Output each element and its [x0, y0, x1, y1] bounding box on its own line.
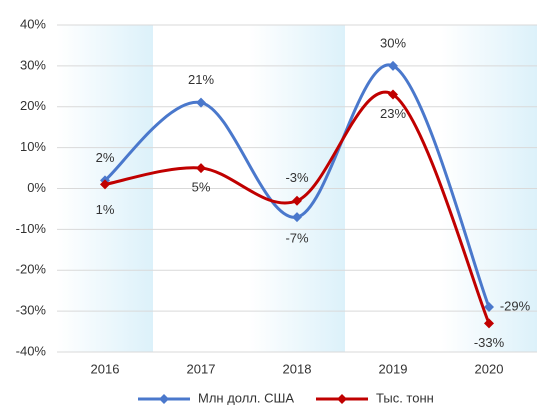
y-tick-label: -30% — [16, 303, 47, 318]
x-tick-label: 2020 — [475, 361, 504, 376]
marker — [484, 318, 494, 329]
y-tick-label: 30% — [20, 57, 46, 72]
x-tick-label: 2019 — [379, 361, 408, 376]
data-label: -7% — [285, 231, 309, 246]
data-label: 1% — [96, 202, 115, 217]
y-tick-label: -40% — [16, 343, 47, 358]
legend-label: Тыс. тонн — [376, 390, 434, 405]
marker — [388, 89, 398, 100]
legend-label: Млн долл. США — [198, 390, 294, 405]
marker — [292, 195, 302, 206]
y-tick-label: -10% — [16, 221, 47, 236]
marker — [100, 179, 110, 190]
marker — [388, 60, 398, 71]
y-tick-label: 40% — [20, 16, 46, 31]
data-label: 21% — [188, 72, 214, 87]
marker — [196, 163, 206, 174]
marker — [484, 302, 494, 313]
x-tick-label: 2016 — [91, 361, 120, 376]
legend-marker — [337, 394, 347, 404]
series-line — [104, 90, 491, 324]
legend-marker — [159, 394, 169, 404]
data-label: 23% — [380, 106, 406, 121]
marker — [196, 97, 206, 108]
marker — [292, 212, 302, 223]
y-tick-label: 20% — [20, 98, 46, 113]
data-label: -33% — [474, 335, 505, 350]
x-tick-label: 2018 — [283, 361, 312, 376]
y-tick-label: -20% — [16, 262, 47, 277]
data-label: 5% — [192, 180, 211, 195]
y-tick-label: 10% — [20, 139, 46, 154]
data-label: 30% — [380, 35, 406, 50]
data-label: -29% — [500, 298, 531, 313]
y-tick-label: 0% — [27, 180, 46, 195]
data-label: 2% — [96, 150, 115, 165]
data-label: -3% — [285, 170, 309, 185]
series-line — [104, 63, 491, 308]
x-tick-label: 2017 — [187, 361, 216, 376]
